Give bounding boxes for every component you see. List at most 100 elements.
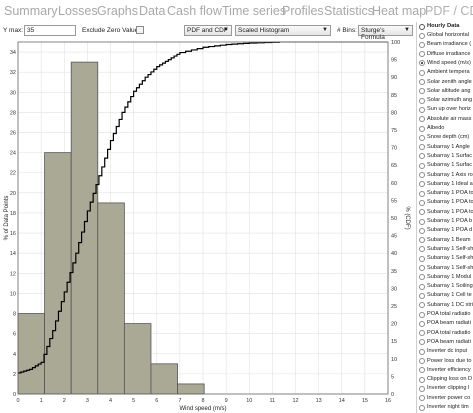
y2-tick-label: 0 xyxy=(391,392,394,398)
variable-list-item-label: Inverter efficiency xyxy=(427,366,471,373)
variable-list-item-label: Diffuse irradiance xyxy=(427,50,471,57)
variable-list-item[interactable]: Ambient tempera xyxy=(417,68,473,77)
histogram-select[interactable]: Scaled Histogram ▼ xyxy=(235,25,331,36)
tab-graphs[interactable]: Graphs xyxy=(97,4,138,18)
variable-list-item-label: Power loss due to xyxy=(427,357,472,364)
y2-tick-label: 80 xyxy=(391,110,397,116)
radio-icon xyxy=(419,339,425,346)
variable-list-item[interactable]: Inverter night tim xyxy=(417,403,473,412)
radio-icon xyxy=(419,385,425,392)
radio-icon xyxy=(419,302,425,309)
variable-list-item[interactable]: Subarray 1 DC stri xyxy=(417,301,473,310)
variable-list-item-label: Subarray 1 Angle xyxy=(427,143,470,150)
variable-list-item[interactable]: Snow depth (cm) xyxy=(417,133,473,142)
variable-list-item[interactable]: Subarray 1 Axis ro xyxy=(417,171,473,180)
y2-tick-label: 95 xyxy=(391,58,397,64)
y2-tick-label: 20 xyxy=(391,322,397,328)
variable-list-item[interactable]: Subarray 1 Beam xyxy=(417,236,473,245)
tab-losses[interactable]: Losses xyxy=(58,4,98,18)
variable-list-item[interactable]: Subarray 1 POA to xyxy=(417,198,473,207)
y2-tick-label: 35 xyxy=(391,269,397,275)
x-tick-label: 12 xyxy=(292,398,298,404)
y-tick-label: 16 xyxy=(10,231,16,237)
variable-list-item-label: Subarray 1 Modul xyxy=(427,273,472,280)
variable-list-item-label: Subarray 1 Axis ro xyxy=(427,171,473,178)
variable-list-item[interactable]: Subarray 1 Angle xyxy=(417,143,473,152)
y2-tick-label: 75 xyxy=(391,128,397,134)
mode-select[interactable]: PDF and CDF ▼ xyxy=(184,25,232,36)
variable-list-item[interactable]: Albedo xyxy=(417,124,473,133)
variable-list-item[interactable]: Inverter clipping l xyxy=(417,384,473,393)
variable-list-item[interactable]: Subarray 1 Self-sh xyxy=(417,245,473,254)
tab-profiles[interactable]: Profiles xyxy=(282,4,324,18)
exclude-zero-checkbox[interactable] xyxy=(136,26,144,34)
radio-icon xyxy=(419,144,425,151)
variable-list-item[interactable]: Subarray 1 Self-sh xyxy=(417,264,473,273)
x-tick-label: 3 xyxy=(86,398,89,404)
y2-tick-label: 25 xyxy=(391,304,397,310)
tab-cash-flow[interactable]: Cash flow xyxy=(167,4,222,18)
variable-list-item[interactable]: POA total radiatio xyxy=(417,310,473,319)
variable-list-item[interactable]: Subarray 1 POA b xyxy=(417,217,473,226)
variable-list-item[interactable]: Subarray 1 Ideal a xyxy=(417,180,473,189)
radio-icon xyxy=(419,358,425,364)
variable-list-item[interactable]: Clipping loss on D xyxy=(417,375,473,384)
panel-header[interactable]: Hourly Data xyxy=(417,22,473,31)
variable-list-item[interactable]: Subarray 1 Modul xyxy=(417,273,473,282)
chart-toolbar: Y max: 35 Exclude Zero Values PDF and CD… xyxy=(0,24,416,41)
variable-list-item[interactable]: Sun up over horiz xyxy=(417,105,473,114)
radio-icon xyxy=(419,274,425,281)
variable-list-item[interactable]: Solar altitude ang xyxy=(417,87,473,96)
x-tick-label: 0 xyxy=(16,398,19,404)
variable-list-item[interactable]: Global horizontal xyxy=(417,31,473,40)
variable-list-item-label: Solar altitude ang xyxy=(427,87,471,94)
x-tick-label: 5 xyxy=(132,398,135,404)
variable-list-item[interactable]: POA total radiatio xyxy=(417,329,473,338)
tab-summary[interactable]: Summary xyxy=(4,4,58,18)
radio-icon xyxy=(419,190,425,197)
y-tick-label: 26 xyxy=(10,131,16,137)
bins-select[interactable]: Sturge's Formula ▼ xyxy=(358,25,413,41)
ymax-input[interactable]: 35 xyxy=(24,25,76,36)
histogram-bar xyxy=(177,383,205,395)
variable-list-item[interactable]: POA beam radiati xyxy=(417,338,473,347)
tab-pdf-cdf[interactable]: PDF / CDF xyxy=(425,4,473,18)
variable-list-item[interactable]: Absolute air mass xyxy=(417,115,473,124)
variable-list-item[interactable]: Subarray 1 Self-sh xyxy=(417,254,473,263)
chevron-down-icon: ▼ xyxy=(223,27,229,33)
x-tick-label: 7 xyxy=(178,398,181,404)
variable-list-item[interactable]: Subarray 1 POA d xyxy=(417,226,473,235)
variable-list-item[interactable]: Solar zenith angle xyxy=(417,78,473,87)
histogram-select-value: Scaled Histogram xyxy=(238,27,290,34)
variable-list-item[interactable]: Inverter power co xyxy=(417,394,473,403)
variable-list-item-label: Subarray 1 Surfac xyxy=(427,152,473,159)
variable-list-item-label: Beam irradiance ( xyxy=(427,41,472,48)
variable-list-item[interactable]: Power loss due to xyxy=(417,357,473,366)
variable-list-item[interactable]: Inverter dc input xyxy=(417,347,473,356)
radio-icon xyxy=(419,283,425,290)
variable-list-item[interactable]: Beam irradiance ( xyxy=(417,40,473,49)
chevron-down-icon: ▼ xyxy=(404,27,410,33)
variable-list-item[interactable]: Subarray 1 Surfac xyxy=(417,161,473,170)
variable-list-item[interactable]: Inverter efficiency xyxy=(417,366,473,375)
y-tick-label: 6 xyxy=(13,332,16,338)
tab-data[interactable]: Data xyxy=(139,4,166,18)
tab-time-series[interactable]: Time series xyxy=(222,4,287,18)
variable-list-item[interactable]: Solar azimuth ang xyxy=(417,96,473,105)
variable-list-item[interactable]: Subarray 1 POA to xyxy=(417,208,473,217)
variable-list-item[interactable]: Subarray 1 POA to xyxy=(417,189,473,198)
x-tick-label: 11 xyxy=(270,398,276,404)
variable-list-item[interactable]: Wind speed (m/s) xyxy=(417,59,473,68)
variable-list-item[interactable]: Subarray 1 Soiling xyxy=(417,282,473,291)
bins-select-value: Sturge's Formula xyxy=(361,27,385,41)
y2-tick-label: 55 xyxy=(391,198,397,204)
y-tick-label: 0 xyxy=(13,392,16,398)
variable-list-item-label: Subarray 1 Soiling xyxy=(427,283,473,290)
variable-list-item[interactable]: Subarray 1 Cell te xyxy=(417,291,473,300)
variable-list-item[interactable]: Subarray 1 Surfac xyxy=(417,152,473,161)
variable-list-item[interactable]: POA beam radiati xyxy=(417,319,473,328)
tab-heat-map[interactable]: Heat map xyxy=(372,4,427,18)
tab-statistics[interactable]: Statistics xyxy=(324,4,375,18)
variable-list-item[interactable]: Diffuse irradiance xyxy=(417,50,473,59)
variable-list-item-label: Albedo xyxy=(427,125,445,131)
